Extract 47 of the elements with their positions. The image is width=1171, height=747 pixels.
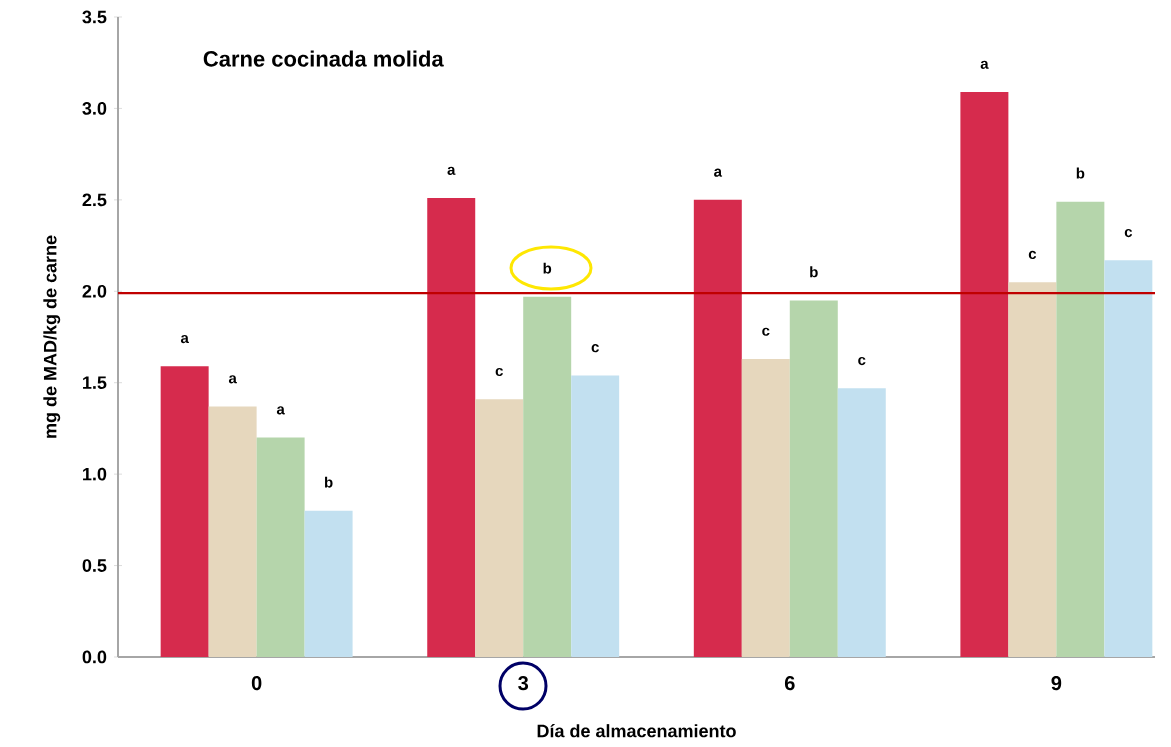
y-tick-label: 0.5	[82, 559, 107, 572]
bar	[789, 300, 838, 657]
bar	[1008, 282, 1057, 657]
bar	[427, 198, 476, 657]
bar	[741, 358, 790, 657]
x-tick-label: 6	[784, 676, 795, 691]
bar	[1104, 260, 1153, 657]
y-tick-label: 1.5	[83, 376, 107, 389]
y-tick-label: 2.5	[82, 193, 107, 207]
data-label: a	[228, 375, 237, 384]
text: Carne cocinada molida	[203, 50, 444, 67]
data-label: c	[591, 344, 599, 353]
x-tick-label: 9	[1051, 676, 1062, 691]
data-label: b	[543, 262, 552, 274]
y-tick-label: 2.0	[82, 284, 107, 298]
data-label: b	[1076, 167, 1085, 179]
data-label: b	[810, 266, 818, 278]
bar	[693, 199, 742, 657]
bar	[304, 510, 353, 657]
y-axis-title: mg de MAD/kg de carne	[43, 235, 61, 438]
y-tick-label: 0.0	[82, 650, 107, 664]
data-label: c	[495, 367, 503, 377]
data-label: a	[276, 406, 285, 415]
bar	[208, 406, 257, 657]
data-label: c	[858, 356, 866, 366]
bar	[160, 366, 209, 657]
data-label: c	[1124, 228, 1133, 238]
data-label: a	[980, 60, 989, 69]
bar	[960, 91, 1009, 657]
data-label: a	[714, 168, 723, 177]
bar	[1056, 201, 1105, 657]
data-label: a	[447, 166, 456, 175]
x-tick-label: 3	[518, 676, 529, 691]
x-tick-label: 0	[251, 676, 262, 691]
bar	[256, 437, 305, 657]
bar	[571, 375, 620, 657]
data-label: a	[180, 334, 189, 344]
data-label: b	[325, 476, 333, 488]
y-tick-label: 1.0	[83, 467, 107, 481]
bar	[837, 388, 886, 657]
x-axis-title: Día de almacenamiento	[537, 723, 736, 738]
bar	[523, 296, 572, 657]
data-label: c	[762, 327, 770, 336]
data-label: c	[1028, 250, 1037, 260]
y-tick-label: 3.0	[82, 102, 107, 115]
bar	[475, 399, 524, 657]
y-tick-label: 3.5	[82, 10, 107, 24]
